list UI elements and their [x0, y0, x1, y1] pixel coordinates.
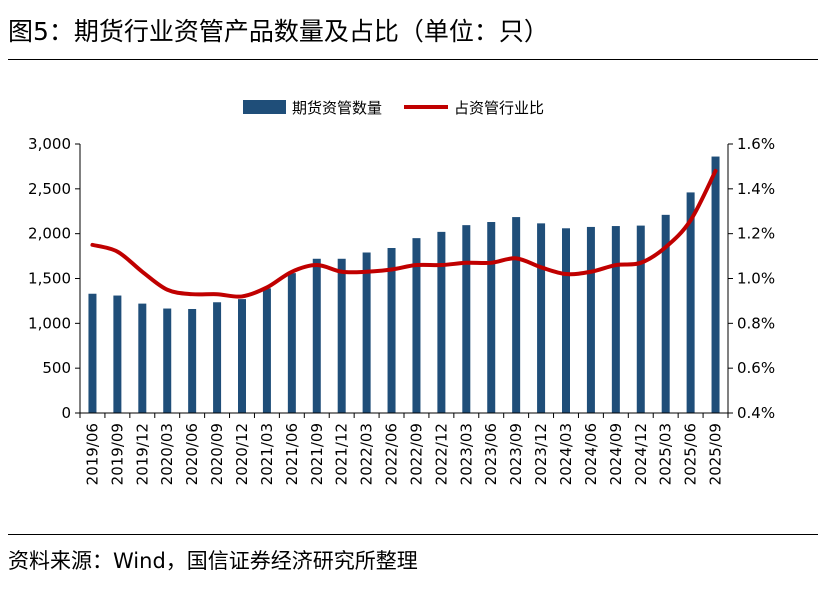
x-tick-label: 2023/12 [532, 423, 550, 485]
x-tick-label: 2022/12 [432, 423, 450, 485]
bar-2021/03 [262, 288, 271, 413]
chart-canvas: 期货资管数量 占资管行业比 0 500 1,000 1,500 2,000 2,500 3,… [28, 99, 775, 485]
bar-2020/03 [163, 308, 172, 413]
left-axis-ticks: 0 500 1,000 1,500 2,000 2,500 3,000 [28, 135, 80, 422]
bar-2024/06 [586, 226, 595, 413]
x-tick-label: 2025/06 [682, 423, 700, 485]
title-divider [8, 59, 818, 60]
bar-2024/09 [611, 226, 620, 413]
bar-2023/09 [512, 217, 521, 413]
x-tick-label: 2023/09 [507, 423, 525, 485]
x-tick-label: 2019/12 [133, 423, 151, 485]
chart-legend: 期货资管数量 占资管行业比 [243, 99, 544, 117]
x-axis-ticks: 2019/06 2019/09 2019/12 2020/03 2020/06 2020/… [79, 413, 729, 485]
ratio-series [90, 168, 718, 299]
bar-2022/06 [387, 248, 396, 413]
x-tick-label: 2022/03 [358, 423, 376, 485]
x-tick-label: 2021/06 [283, 423, 301, 485]
left-tick-label: 2,000 [28, 225, 71, 243]
x-tick-label: 2024/06 [582, 423, 600, 485]
bar-2020/12 [238, 299, 246, 413]
right-tick-label: 1.0% [737, 270, 775, 288]
bar-2023/12 [537, 223, 546, 413]
x-tick-label: 2021/03 [258, 423, 276, 485]
x-tick-label: 2021/12 [333, 423, 351, 485]
bar-2023/03 [462, 225, 471, 413]
x-tick-label: 2025/09 [707, 423, 725, 485]
x-tick-label: 2022/09 [407, 423, 425, 485]
bar-2025/03 [661, 214, 670, 413]
source-divider [8, 534, 818, 535]
legend-bar-label: 期货资管数量 [292, 99, 382, 117]
x-tick-label: 2023/03 [457, 423, 475, 485]
figure-title: 图5：期货行业资管产品数量及占比（单位：只） [8, 17, 549, 46]
x-tick-label: 2022/06 [383, 423, 401, 485]
bar-2019/06 [88, 293, 97, 413]
x-tick-label: 2024/09 [607, 423, 625, 485]
left-tick-label: 2,500 [28, 180, 71, 198]
x-tick-label: 2019/06 [83, 423, 101, 485]
legend-line-label: 占资管行业比 [454, 99, 544, 117]
bar-2021/12 [337, 258, 346, 413]
bar-2019/12 [138, 303, 147, 413]
bar-2021/09 [312, 258, 321, 413]
bar-2020/06 [188, 308, 197, 413]
x-tick-label: 2020/03 [158, 423, 176, 485]
x-tick-label: 2024/12 [632, 423, 650, 485]
chart-axes [79, 144, 729, 414]
left-tick-label: 500 [42, 359, 71, 377]
bar-2022/03 [362, 252, 371, 413]
x-tick-label: 2024/03 [557, 423, 575, 485]
x-tick-label: 2019/09 [108, 423, 126, 485]
bar-2021/06 [287, 273, 296, 413]
x-tick-label: 2023/06 [482, 423, 500, 485]
ratio-line [90, 168, 718, 299]
right-tick-label: 0.4% [737, 404, 775, 422]
x-tick-label: 2020/12 [233, 423, 251, 485]
legend-bar-swatch [243, 100, 286, 114]
x-tick-label: 2025/03 [657, 423, 675, 485]
bar-2024/12 [636, 225, 645, 413]
bar-2025/06 [686, 192, 695, 413]
bar-2023/06 [487, 222, 496, 413]
x-tick-label: 2020/09 [208, 423, 226, 485]
right-tick-label: 1.2% [737, 225, 775, 243]
left-tick-label: 1,500 [28, 270, 71, 288]
x-tick-label: 2020/06 [183, 423, 201, 485]
bar-2025/09 [711, 156, 720, 414]
left-tick-label: 0 [61, 404, 71, 422]
right-tick-label: 0.6% [737, 359, 775, 377]
bar-2022/12 [437, 231, 446, 413]
right-tick-label: 0.8% [737, 314, 775, 332]
bar-series [88, 156, 720, 414]
bar-2024/03 [562, 228, 570, 413]
bar-2022/09 [412, 238, 421, 413]
bar-2019/09 [113, 295, 122, 413]
x-tick-label: 2021/09 [308, 423, 326, 485]
bar-2020/09 [213, 302, 222, 413]
right-tick-label: 1.4% [737, 180, 775, 198]
right-tick-label: 1.6% [737, 135, 775, 153]
left-tick-label: 1,000 [28, 314, 71, 332]
source-note: 资料来源：Wind，国信证券经济研究所整理 [8, 549, 418, 573]
right-axis-ticks: 0.4% 0.6% 0.8% 1.0% 1.2% 1.4% 1.6% [728, 135, 775, 422]
left-tick-label: 3,000 [28, 135, 71, 153]
